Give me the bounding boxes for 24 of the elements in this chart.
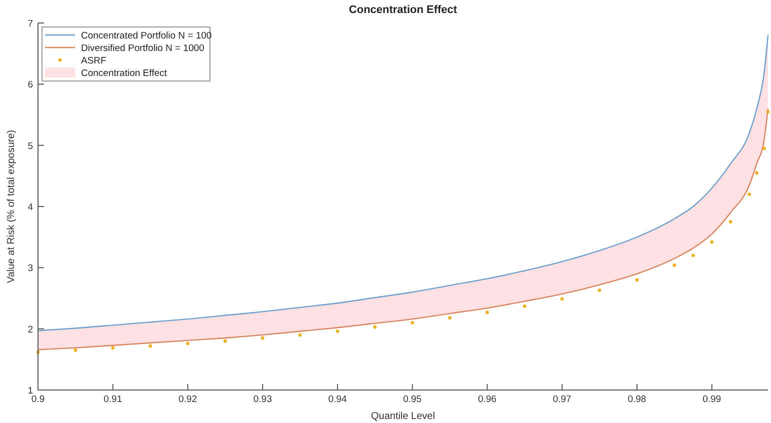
x-tick-label: 0.97: [552, 394, 572, 405]
x-tick-label: 0.98: [628, 394, 646, 405]
x-tick-label: 0.94: [328, 394, 347, 405]
y-tick-label: 1: [28, 386, 33, 396]
y-tick-label: 5: [28, 140, 33, 152]
chart-title: Concentration Effect: [348, 4, 458, 16]
y-tick-label: 6: [28, 80, 33, 91]
x-tick-label: 0.91: [104, 394, 122, 405]
x-tick-label: 0.96: [478, 394, 496, 405]
x-tick-label: 0.95: [403, 394, 422, 405]
legend-label: ASRF: [81, 56, 107, 66]
y-tick-label: 2: [28, 324, 33, 336]
y-tick-label: 3: [28, 263, 33, 274]
x-tick-label: 0.99: [702, 394, 722, 405]
y-axis-title: Value at Risk (% of total exposure): [6, 130, 17, 284]
legend-label: Concentrated Portfolio N = 100: [81, 30, 212, 42]
x-tick-label: 0.92: [178, 394, 197, 405]
x-tick-label: 0.93: [253, 394, 272, 405]
x-axis-title: Quantile Level: [371, 411, 435, 422]
x-tick-label: 0.9: [31, 394, 45, 405]
y-tick-label: 7: [28, 18, 33, 30]
legend-label: Diversified Portfolio N = 1000: [81, 43, 204, 54]
legend-label: Concentration Effect: [81, 68, 168, 79]
y-tick-label: 4: [28, 202, 33, 213]
